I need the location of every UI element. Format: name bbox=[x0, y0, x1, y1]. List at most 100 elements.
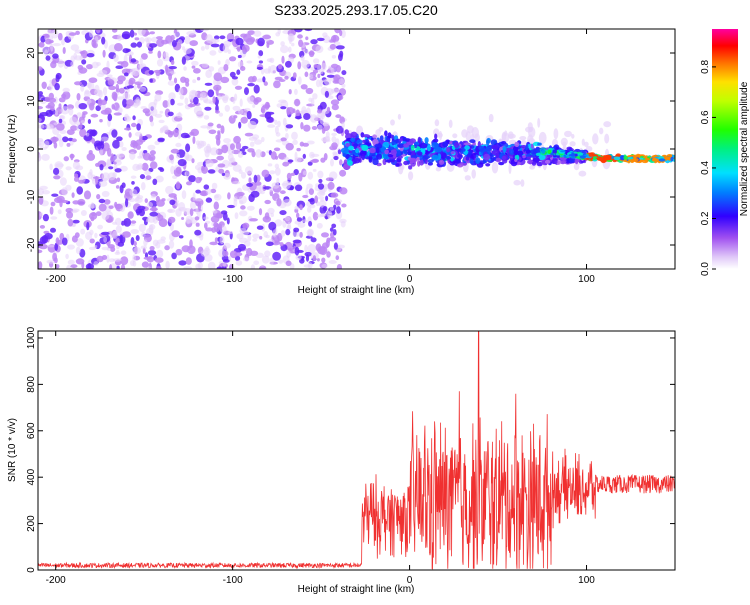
heatmap-cell-noise bbox=[52, 252, 57, 262]
heatmap-cell-noise bbox=[336, 206, 341, 214]
heatmap-cell-noise bbox=[190, 201, 196, 211]
heatmap-cell-noise bbox=[90, 113, 99, 118]
colorbar-ticks: 0.0 0.2 0.4 0.6 0.8 bbox=[700, 60, 716, 276]
heatmap-cell-noise bbox=[284, 75, 289, 80]
heatmap-cell-noise bbox=[277, 29, 281, 35]
heatmap-cell-noise bbox=[324, 90, 329, 98]
heatmap-cell-noise bbox=[320, 157, 326, 163]
heatmap-cell-noise bbox=[97, 224, 103, 230]
heatmap-cell-signal bbox=[362, 134, 371, 138]
heatmap-cell-noise bbox=[44, 140, 50, 149]
figure-title: S233.2025.293.17.05.C20 bbox=[274, 2, 438, 18]
heatmap-cell-noise bbox=[120, 165, 128, 172]
heatmap-cell-noise bbox=[200, 29, 210, 32]
heatmap-cell-noise bbox=[183, 66, 187, 71]
heatmap-cell-noise bbox=[149, 31, 155, 35]
heatmap-cell-narrowband bbox=[578, 152, 583, 156]
heatmap-cell-noise bbox=[261, 105, 266, 114]
heatmap-cell-signal bbox=[450, 157, 454, 162]
heatmap-cell-noise bbox=[101, 36, 106, 45]
heatmap-cell-faint bbox=[578, 170, 587, 177]
heatmap-cell-noise bbox=[209, 50, 217, 56]
heatmap-cell-noise bbox=[257, 37, 265, 47]
heatmap-cell-signal bbox=[403, 160, 409, 166]
heatmap-cell-noise bbox=[243, 33, 252, 43]
heatmap-cell-noise bbox=[281, 55, 285, 64]
heatmap-cell-noise bbox=[295, 109, 301, 118]
heatmap-cell-noise bbox=[296, 147, 301, 152]
heatmap-cell-faint bbox=[471, 169, 477, 179]
heatmap-cell-noise bbox=[229, 250, 238, 259]
heatmap-cell-noise bbox=[38, 91, 43, 96]
heatmap-cell-noise bbox=[138, 223, 146, 233]
heatmap-cell-noise bbox=[80, 228, 86, 235]
heatmap-cell-noise bbox=[203, 184, 210, 190]
heatmap-cell-noise bbox=[330, 88, 340, 94]
heatmap-cell-noise bbox=[191, 60, 199, 66]
heatmap-cell-noise bbox=[98, 198, 106, 204]
heatmap-cell-noise bbox=[285, 142, 294, 151]
heatmap-cell-noise bbox=[303, 113, 311, 120]
heatmap-cell-noise bbox=[175, 153, 181, 159]
heatmap-cell-noise bbox=[111, 91, 118, 101]
heatmap-cell-noise bbox=[289, 186, 294, 191]
heatmap-cell-noise bbox=[258, 50, 264, 57]
heatmap-cell-signal bbox=[538, 154, 546, 161]
heatmap-cell-noise bbox=[223, 64, 229, 72]
heatmap-cell-noise bbox=[297, 34, 303, 39]
heatmap-cell-narrowband bbox=[623, 155, 628, 160]
heatmap-cell-noise bbox=[299, 204, 303, 209]
heatmap-cell-noise bbox=[113, 54, 119, 62]
heatmap-cell-noise bbox=[112, 171, 117, 179]
heatmap-cell-noise bbox=[328, 236, 337, 242]
heatmap-cell-noise bbox=[199, 190, 207, 196]
heatmap-cell-noise bbox=[205, 69, 213, 79]
heatmap-cell-noise bbox=[113, 165, 118, 169]
heatmap-cell-noise bbox=[279, 210, 287, 216]
heatmap-cell-noise bbox=[52, 43, 61, 47]
heatmap-cell-noise bbox=[191, 158, 195, 164]
y-tick-label: 20 bbox=[26, 47, 37, 59]
heatmap-cell-noise bbox=[227, 192, 231, 200]
heatmap-cell-noise bbox=[108, 85, 117, 91]
heatmap-cell-noise bbox=[212, 96, 216, 104]
heatmap-cell-noise bbox=[39, 112, 49, 117]
heatmap-cell-noise bbox=[300, 84, 308, 90]
heatmap-cell-noise bbox=[193, 198, 203, 202]
heatmap-cell-noise bbox=[140, 53, 148, 60]
colorbar-tick-label: 0.6 bbox=[700, 110, 711, 124]
heatmap-cell-signal bbox=[416, 151, 423, 156]
heatmap-cell-noise bbox=[54, 109, 59, 116]
heatmap-cell-noise bbox=[241, 230, 250, 236]
heatmap-cell-signal bbox=[361, 144, 369, 151]
heatmap-cell-noise bbox=[199, 234, 204, 241]
heatmap-cell-noise bbox=[307, 161, 313, 166]
heatmap-cell-noise bbox=[101, 190, 110, 198]
heatmap-cell-noise bbox=[250, 190, 260, 198]
heatmap-cell-noise bbox=[292, 108, 296, 114]
heatmap-cell-signal bbox=[345, 142, 351, 147]
heatmap-cell-noise bbox=[339, 169, 347, 177]
heatmap-cell-noise bbox=[91, 39, 97, 48]
heatmap-cell-faint bbox=[583, 141, 589, 147]
heatmap-cell-signal bbox=[372, 134, 377, 139]
heatmap-cell-noise bbox=[253, 98, 259, 105]
heatmap-cell-noise bbox=[119, 87, 125, 94]
heatmap-cell-signal bbox=[347, 160, 353, 166]
heatmap-cell-noise bbox=[326, 251, 331, 258]
heatmap-cell-noise bbox=[338, 78, 345, 85]
heatmap-cell-noise bbox=[61, 38, 65, 46]
heatmap-cell-noise bbox=[100, 109, 110, 115]
heatmap-cell-noise bbox=[305, 36, 309, 41]
heatmap-cell-noise bbox=[310, 66, 315, 71]
heatmap-cell-signal bbox=[345, 153, 350, 159]
heatmap-cell-signal bbox=[372, 158, 379, 166]
heatmap-cell-noise bbox=[277, 63, 283, 70]
heatmap-cell-noise bbox=[258, 208, 263, 216]
heatmap-cell-noise bbox=[305, 254, 310, 262]
heatmap-cell-noise bbox=[308, 74, 314, 80]
heatmap-cell-noise bbox=[282, 161, 290, 167]
heatmap-cell-noise bbox=[296, 217, 303, 222]
heatmap-cell-noise bbox=[47, 244, 56, 248]
